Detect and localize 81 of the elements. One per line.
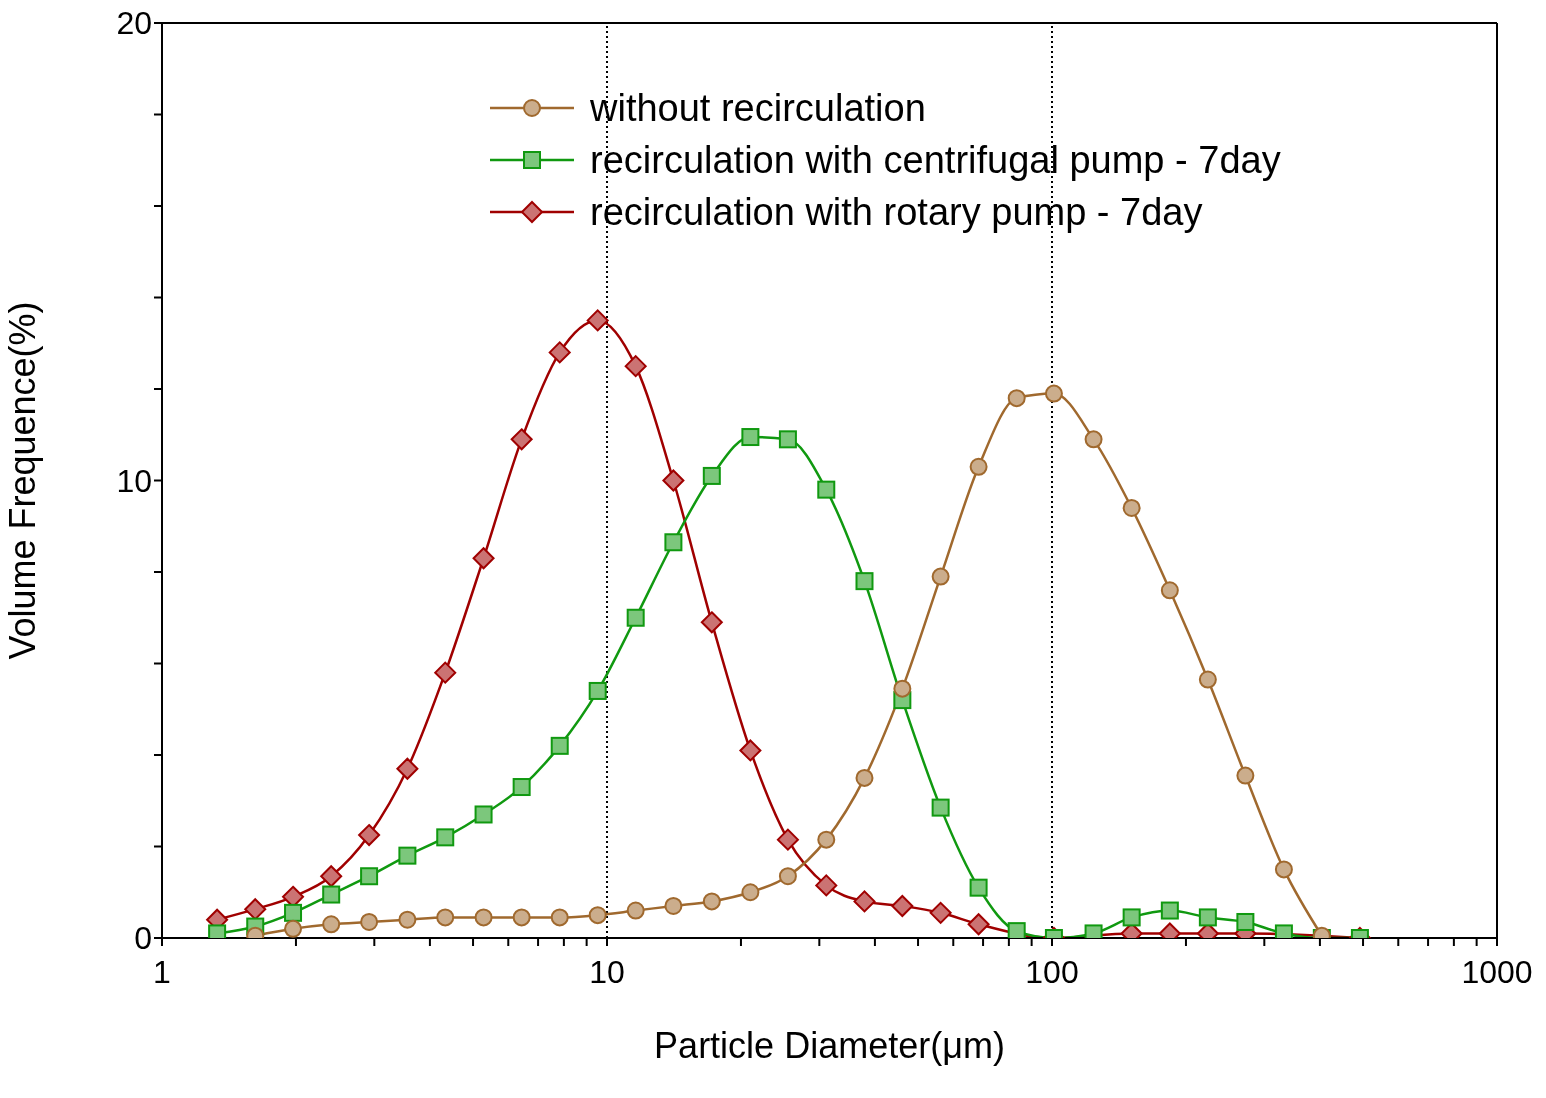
point — [929, 901, 952, 924]
point — [1198, 908, 1217, 927]
point — [1084, 430, 1103, 449]
point — [741, 883, 760, 902]
point — [550, 908, 569, 927]
point — [815, 874, 838, 897]
point — [474, 908, 493, 927]
point — [664, 533, 683, 552]
x-tick-label: 10 — [589, 953, 625, 990]
point — [855, 768, 874, 787]
point — [700, 611, 723, 634]
x-tick-label: 1000 — [1461, 953, 1533, 990]
legend-label: recirculation with rotary pump - 7day — [590, 190, 1203, 235]
y-tick-label: 20 — [116, 5, 152, 42]
point — [436, 908, 455, 927]
x-axis-title: Particle Diameter(μm) — [654, 1025, 1005, 1066]
point — [967, 913, 990, 936]
point — [778, 430, 797, 449]
point — [360, 912, 379, 931]
point — [1044, 384, 1063, 403]
point — [586, 309, 609, 332]
point — [739, 739, 762, 762]
point — [284, 903, 303, 922]
point — [510, 428, 533, 451]
point — [588, 906, 607, 925]
x-tick-label: 100 — [1025, 953, 1079, 990]
point — [472, 547, 495, 570]
y-tick-label: 10 — [116, 462, 152, 499]
point — [776, 828, 799, 851]
point — [398, 846, 417, 865]
point — [398, 910, 417, 929]
point — [1160, 901, 1179, 920]
point — [512, 908, 531, 927]
point — [1007, 922, 1026, 938]
point — [1122, 498, 1141, 517]
point — [662, 469, 685, 492]
point — [626, 608, 645, 627]
x-tick-label: 1 — [153, 953, 171, 990]
point — [931, 567, 950, 586]
y-tick-label: 0 — [134, 920, 152, 957]
point — [702, 466, 721, 485]
point — [360, 867, 379, 886]
legend-label: recirculation with centrifugal pump - 7day — [590, 138, 1281, 183]
point — [244, 898, 267, 921]
point — [434, 661, 457, 684]
point — [855, 572, 874, 591]
point — [358, 824, 381, 847]
point — [1274, 860, 1293, 879]
point — [322, 885, 341, 904]
point — [817, 480, 836, 499]
point — [1198, 670, 1217, 689]
point — [322, 915, 341, 934]
point — [396, 757, 419, 780]
point — [1007, 389, 1026, 408]
point — [436, 828, 455, 847]
point — [969, 457, 988, 476]
point — [1236, 912, 1255, 931]
point — [320, 865, 343, 888]
point — [1236, 766, 1255, 785]
point — [778, 867, 797, 886]
point — [702, 892, 721, 911]
point — [588, 681, 607, 700]
point — [512, 778, 531, 797]
point — [626, 901, 645, 920]
point — [550, 736, 569, 755]
point — [931, 798, 950, 817]
point — [474, 805, 493, 824]
legend-label: without recirculation — [590, 86, 926, 131]
point — [284, 919, 303, 938]
point — [891, 894, 914, 917]
point — [969, 878, 988, 897]
point — [664, 896, 683, 915]
point — [893, 679, 912, 698]
point — [1122, 908, 1141, 927]
y-axis-title: Volume Frequence(%) — [1, 301, 43, 660]
point — [741, 428, 760, 447]
point — [548, 341, 571, 364]
point — [817, 830, 836, 849]
point — [624, 355, 647, 378]
point — [853, 890, 876, 913]
point — [1160, 581, 1179, 600]
